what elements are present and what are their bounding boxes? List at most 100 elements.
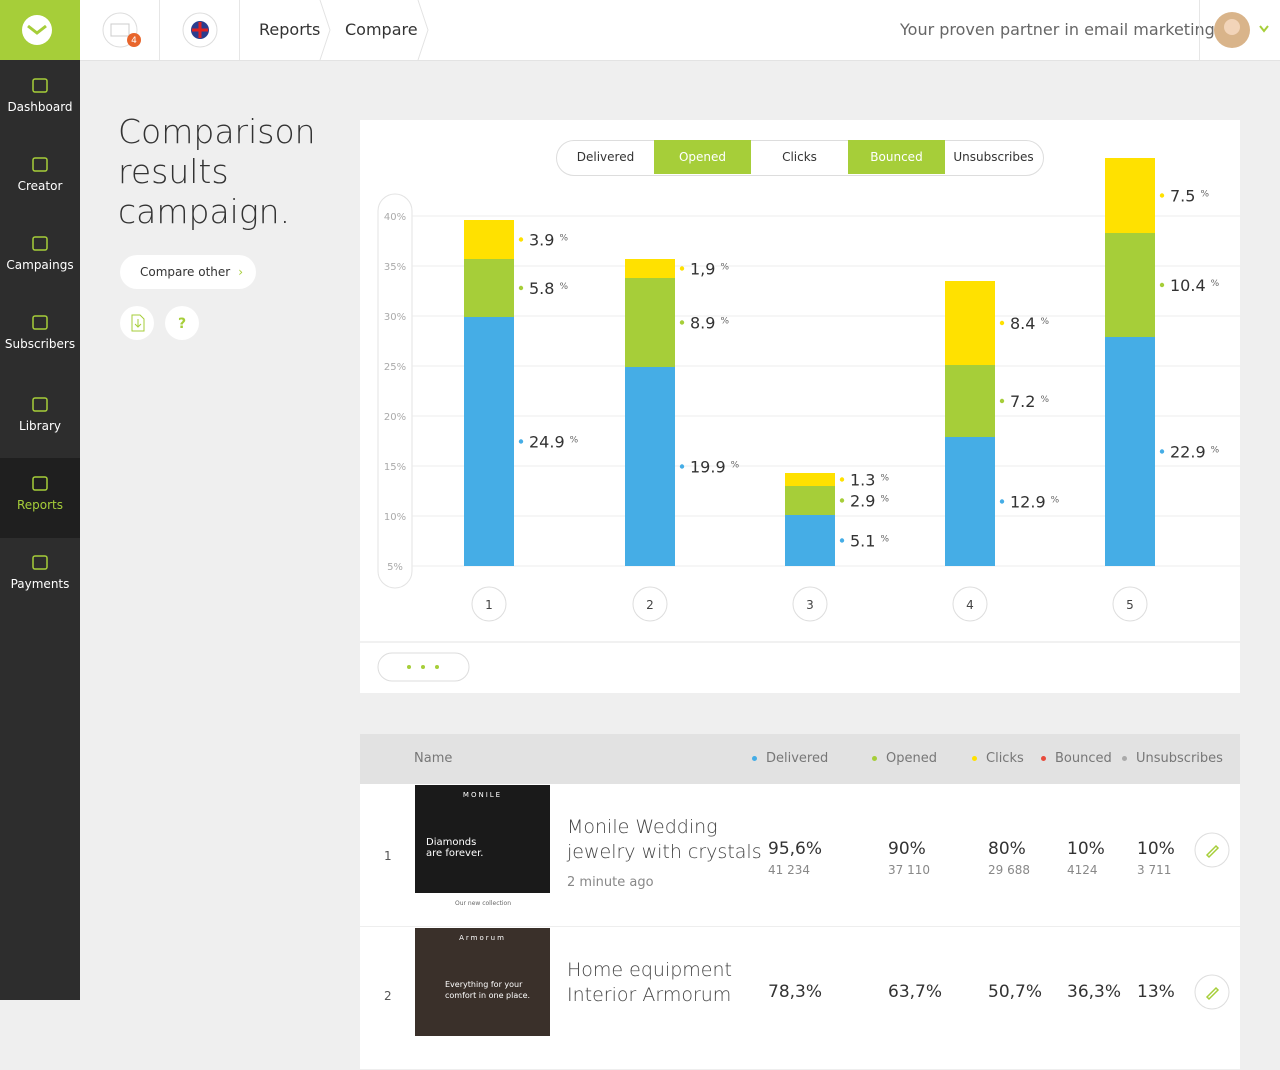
stat-count: 41 234 — [768, 863, 810, 877]
filter-tab[interactable]: Opened — [654, 140, 751, 174]
help-button[interactable] — [165, 306, 199, 340]
label-dot — [1159, 282, 1165, 288]
value-text: 5.8 — [529, 279, 554, 298]
stat-percent: 10% — [1137, 839, 1175, 859]
y-tick-label: 5% — [387, 562, 403, 573]
compare-button[interactable]: Compare other › — [120, 255, 256, 289]
filter-tab[interactable]: Delivered — [576, 150, 635, 164]
label-dot — [1159, 193, 1165, 198]
row-index: 2 — [384, 989, 392, 1003]
column-header: Clicks — [972, 751, 1024, 766]
label-dot — [839, 477, 845, 482]
value-text: 5.1 — [850, 532, 875, 551]
nav-item[interactable]: Campaings — [0, 218, 80, 298]
value-unit: % — [1211, 279, 1220, 289]
stat-percent: 13% — [1137, 982, 1175, 1002]
divider — [159, 0, 160, 60]
value-unit: % — [880, 474, 889, 484]
filter-tab[interactable]: Unsubscribes — [953, 150, 1034, 164]
bar-segment — [1105, 233, 1155, 337]
stat-count: 4124 — [1067, 863, 1098, 877]
value-label: 19.9% — [690, 458, 740, 477]
label-dot — [839, 538, 845, 543]
value-label: 2.9% — [850, 492, 889, 511]
column-label: Bounced — [1055, 751, 1112, 766]
thumbnail-headline: are forever. — [426, 848, 484, 859]
stat-percent: 10% — [1067, 839, 1105, 859]
breadcrumb-arrows — [319, 0, 429, 60]
nav-icon — [32, 397, 48, 412]
edit-button[interactable] — [1194, 974, 1230, 1010]
y-tick-label: 30% — [384, 312, 406, 323]
nav-label: Creator — [17, 179, 63, 193]
value-label: 7.5% — [1170, 187, 1209, 206]
thumbnail-headline: comfort in one place. — [445, 991, 531, 1000]
filter-tab[interactable]: Clicks — [782, 150, 817, 164]
thumbnail-caption: Our new collection — [455, 900, 511, 907]
category-circle[interactable] — [471, 586, 507, 622]
category-circle[interactable] — [632, 586, 668, 622]
bar-segment — [1105, 158, 1155, 233]
value-unit: % — [559, 234, 568, 244]
page-title: Comparison results campaign. — [118, 112, 316, 232]
stat-count: 29 688 — [988, 863, 1030, 877]
x-tick-label: 2 — [646, 598, 654, 612]
nav-item[interactable]: Subscribers — [0, 297, 80, 377]
nav-item[interactable]: Library — [0, 379, 80, 459]
value-text: 8.4 — [1010, 314, 1035, 333]
value-unit: % — [1040, 395, 1049, 405]
category-circle[interactable] — [792, 586, 828, 622]
nav-label: Dashboard — [7, 100, 73, 114]
icon-shape — [32, 78, 48, 93]
value-label: 3.9% — [529, 231, 568, 250]
value-unit: % — [880, 535, 889, 545]
stat-percent: 78,3% — [768, 982, 823, 1002]
nav-item[interactable]: Reports — [0, 458, 80, 538]
tagline: Your proven partner in email marketing — [900, 20, 1215, 39]
value-unit: % — [1200, 190, 1209, 200]
y-tick-label: 25% — [384, 362, 406, 373]
bar-segment — [625, 259, 675, 278]
thumbnail[interactable]: MONILE Diamonds are forever. — [415, 785, 550, 893]
label-dot — [999, 320, 1005, 326]
value-label: 12.9% — [1010, 493, 1060, 512]
category-circle[interactable] — [952, 586, 988, 622]
nav-label: Reports — [16, 498, 64, 512]
column-label: Unsubscribes — [1136, 751, 1223, 766]
thumbnail-headline: Everything for your — [445, 980, 523, 989]
breadcrumb[interactable]: Compare — [345, 20, 418, 39]
nav-item[interactable]: Creator — [0, 139, 80, 219]
avatar[interactable] — [1212, 10, 1272, 50]
edit-icon — [1205, 844, 1220, 859]
nav-icon — [32, 555, 48, 570]
edit-button[interactable] — [1194, 832, 1230, 868]
category-circle[interactable] — [1112, 586, 1148, 622]
value-label: 1.3% — [850, 471, 889, 490]
mail-icon[interactable]: 4 — [100, 10, 146, 50]
breadcrumb[interactable]: Reports — [259, 20, 321, 39]
badge: 4 — [131, 36, 137, 46]
edit-icon — [1205, 986, 1220, 1001]
column-header: Opened — [872, 751, 937, 766]
column-label: Clicks — [986, 751, 1024, 766]
title-line: campaign. — [118, 192, 291, 231]
nav-label: Payments — [10, 577, 70, 591]
stat-percent: 90% — [888, 839, 926, 859]
logo[interactable] — [0, 0, 80, 60]
nav-item[interactable]: Payments — [0, 537, 80, 617]
value-unit: % — [559, 282, 568, 292]
stat-percent: 50,7% — [988, 982, 1043, 1002]
filter-group — [556, 140, 1044, 176]
campaign-title: Monile Wedding — [567, 816, 718, 838]
stat-count: 3 711 — [1137, 863, 1172, 877]
nav-icon — [32, 315, 48, 330]
filter-tab[interactable]: Bounced — [848, 140, 945, 174]
stat-count: 37 110 — [888, 863, 930, 877]
thumbnail[interactable]: Armorum Everything for your comfort in one… — [415, 928, 550, 1036]
column-header: Name — [414, 751, 453, 766]
label-dot — [999, 499, 1005, 504]
label-dot — [518, 285, 524, 291]
language-flag[interactable] — [180, 10, 222, 50]
nav-item[interactable]: Dashboard — [0, 60, 80, 140]
table-row: 1 MONILE Diamonds are forever. Our new colle… — [360, 784, 1240, 927]
